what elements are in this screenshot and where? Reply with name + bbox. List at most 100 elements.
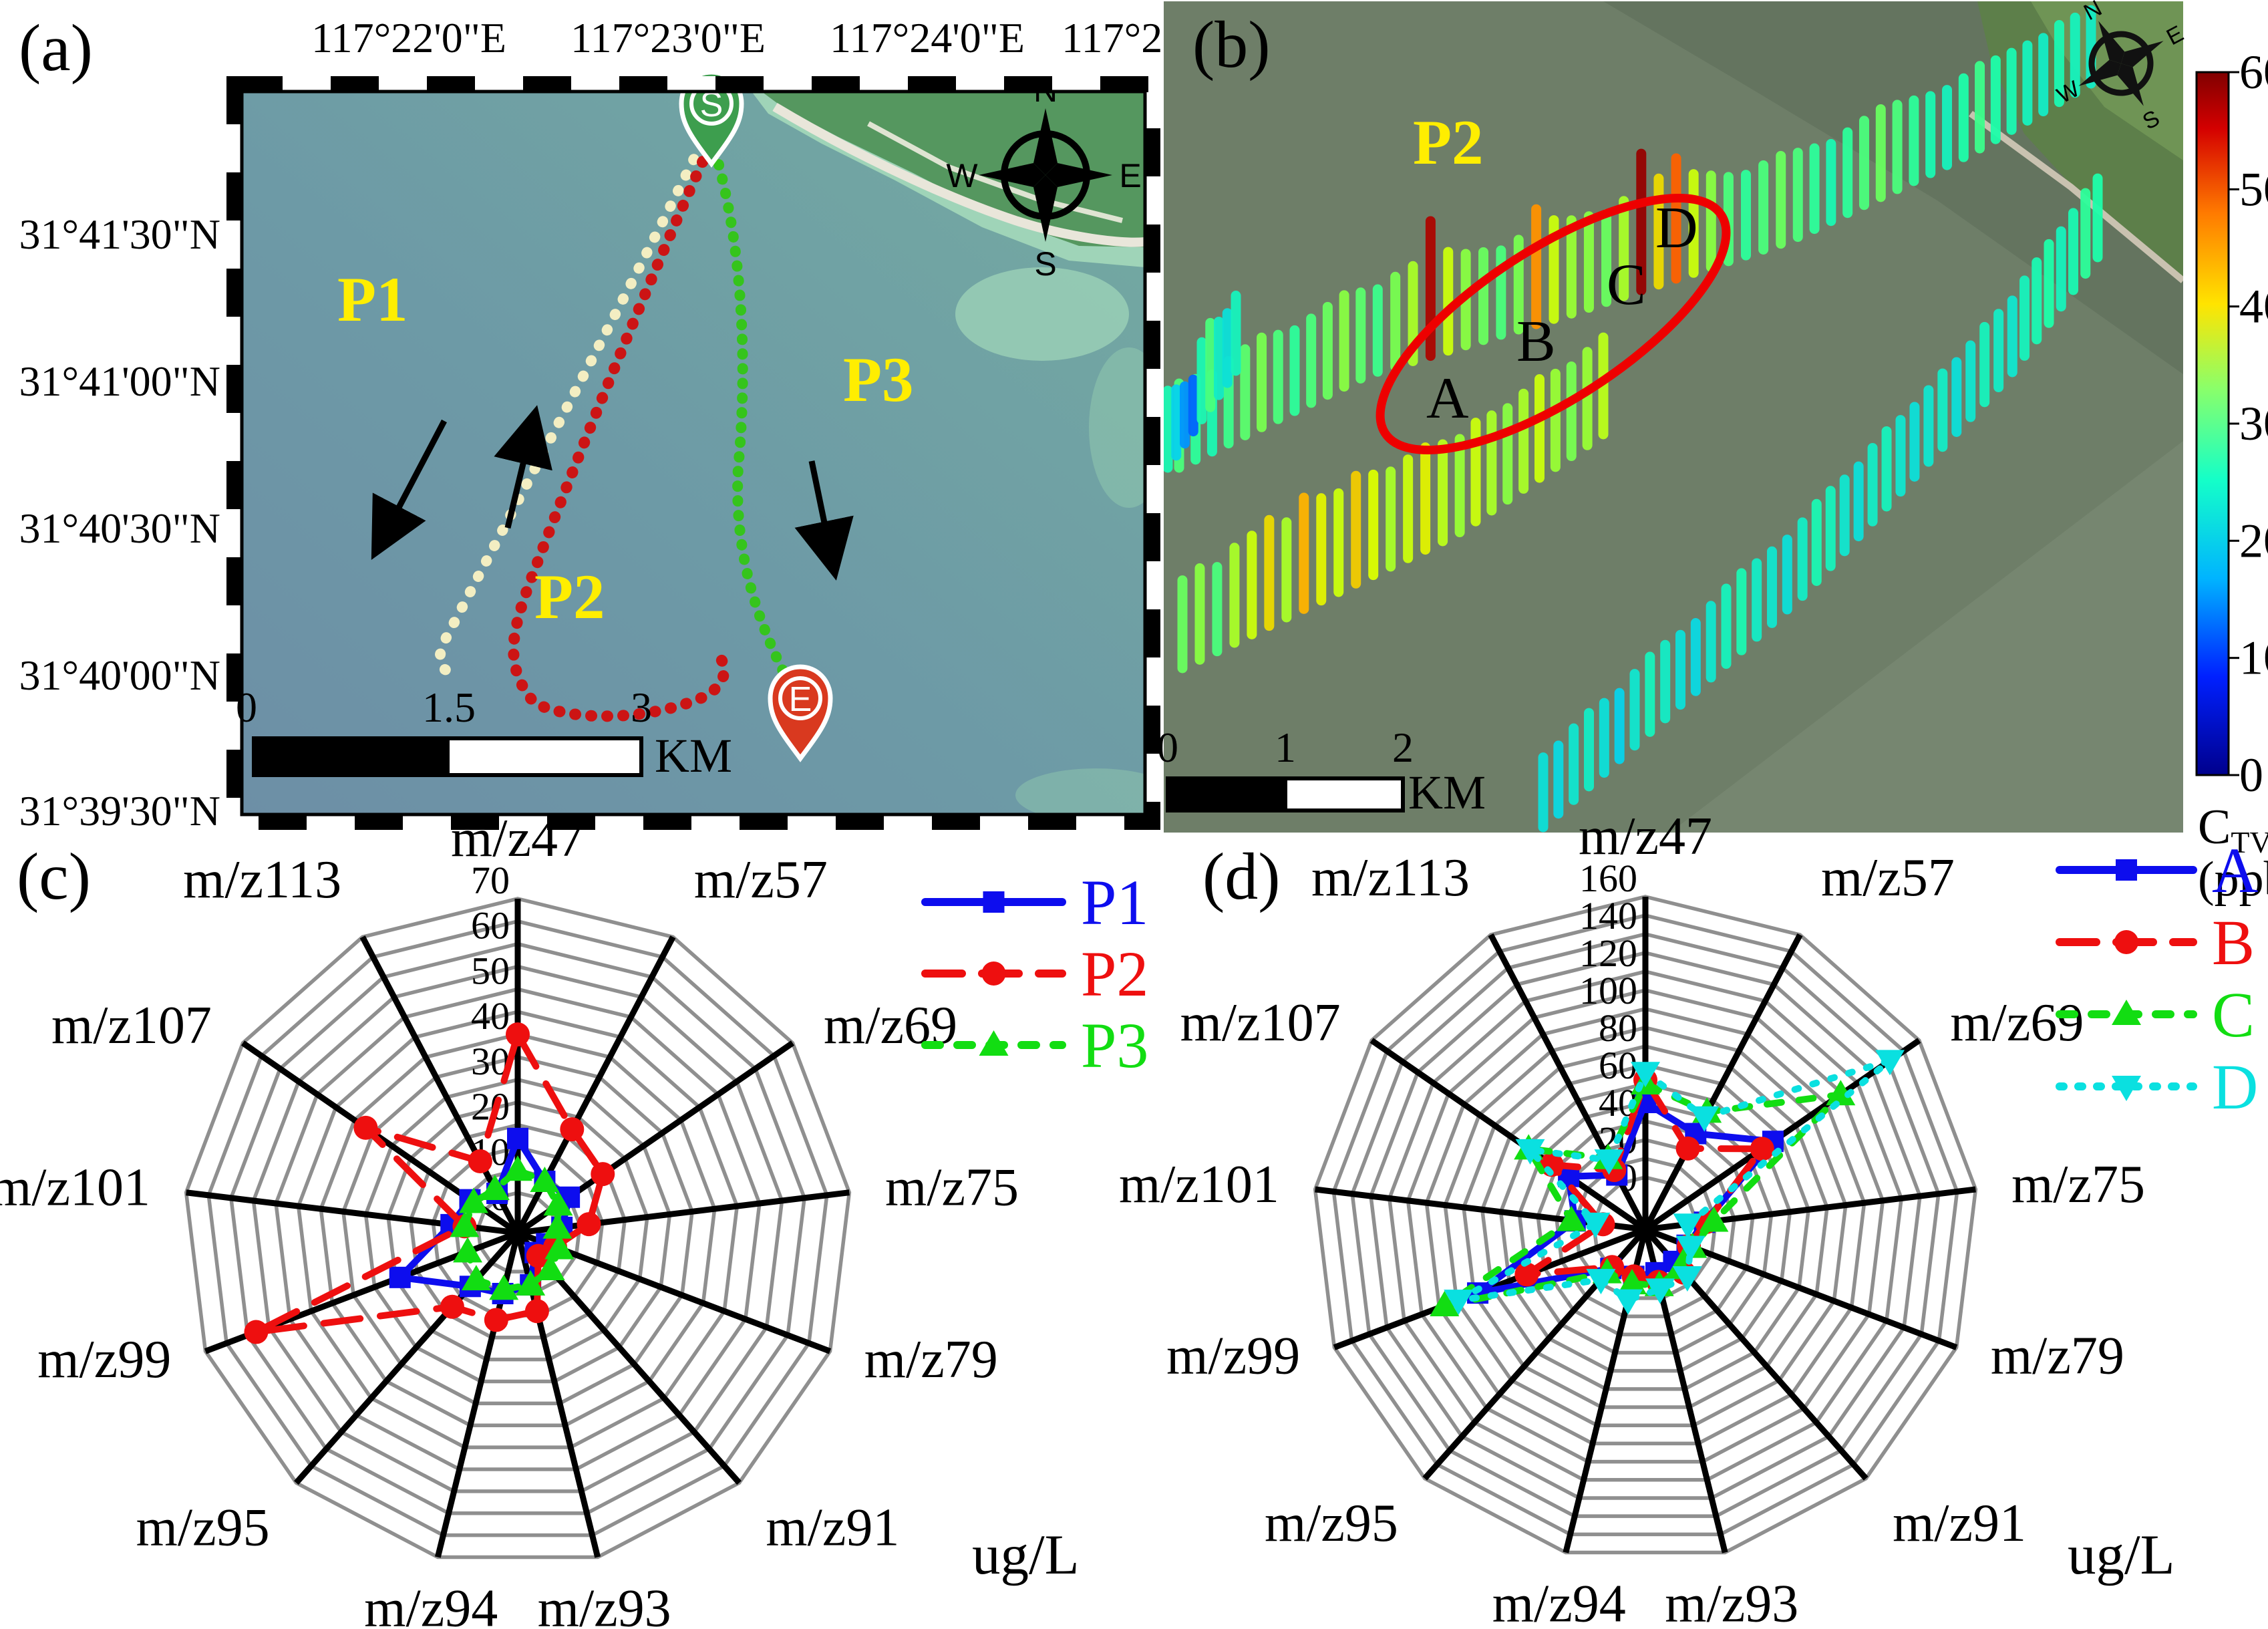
radar-series-C-marker [1430,1291,1460,1317]
panel-d-letter: (d) [1202,839,1281,913]
radar-category-label: m/z99 [37,1330,171,1389]
lat-tick: 31°40'30"N [19,504,220,552]
track-label-P1: P1 [337,264,408,335]
frame-zebra [226,76,1160,830]
radar-grid-ring [229,941,806,1515]
radar-category-label: m/z91 [1893,1494,2026,1553]
radar-category-label: m/z75 [885,1159,1019,1217]
radar-r-tick-label: 100 [1579,969,1637,1012]
radar-series-P2-marker [577,1212,601,1237]
colorbar-tick-label: 500 [2239,162,2268,216]
radar-category-label: m/z94 [1492,1574,1626,1629]
colorbar-gradient [2195,71,2230,776]
radar-category-label: m/z95 [1265,1494,1398,1553]
radar-series-P3-line [461,1166,563,1293]
frame-inner [240,90,1147,817]
radar-series-D-marker [1875,1050,1905,1076]
radar-series-P2-marker [440,1294,464,1319]
plume-label: P2 [1413,107,1484,178]
radar-grid-ring [1331,913,1959,1537]
radar-grid-ring [1388,970,1903,1482]
coast-road [772,102,1145,247]
legend-label-B: B [2212,907,2255,978]
radar-series-P2-marker [526,1243,550,1268]
scalebar-b-0: 0 [1157,724,1178,771]
colorbar-tick-label: 100 [2239,631,2268,685]
radar-series-P3-marker [516,1270,546,1296]
legend-label-A: A [2212,835,2258,906]
radar-chart-d: 020406080100120140160m/z47m/z57m/z69m/z7… [1119,807,2258,1629]
colorbar: 600 500 400 300 200 100 0 CTVOC (ppb) [2195,45,2268,907]
radar-series-B-marker [1675,1136,1700,1161]
radar-category-label: m/z107 [51,996,212,1055]
radar-grid-ring [206,919,829,1537]
radar-r-tick-label: 50 [471,949,510,992]
radar-series-C-marker [1826,1080,1856,1106]
radar-category-label: m/z95 [136,1499,270,1558]
radar-grid-ring [1350,932,1941,1518]
legend-marker-B [2114,930,2138,954]
shallow-patch [1089,347,1145,508]
radar-series-P3-marker [530,1167,560,1193]
radar-category-label: m/z101 [0,1159,150,1217]
radar-grid-ring [341,1055,694,1406]
radar-grid-ring [1480,1063,1811,1391]
radar-r-tick-label: 70 [471,859,510,902]
radar-category-label: m/z91 [766,1499,899,1558]
radar-series-P2-marker [560,1117,585,1142]
panel-b-map: (b) P2 A B C D 0 1 2 KM N S W E [1157,0,2188,833]
radar-category-label: m/z47 [1579,807,1712,866]
radar-category-label: m/z94 [364,1579,498,1629]
arrow-P3 [794,460,854,581]
scalebar-b-unit: KM [1408,766,1486,819]
radar-series-P2-marker [591,1162,615,1187]
radar-grid-ring [1424,1007,1867,1446]
radar-category-label: m/z57 [694,851,828,909]
end-pin-letter: E [789,680,812,719]
colorbar-title: CTVOC [2198,800,2268,859]
radar-series-D-marker [1645,1278,1675,1304]
radar-series-P2-marker [524,1299,549,1324]
radar-series-D-marker [1631,1062,1660,1088]
radar-series-B-marker [1514,1262,1539,1287]
track-label-P2: P2 [534,561,605,632]
legend-marker-P2 [981,961,1006,986]
legend-marker-D [2112,1076,2141,1101]
radar-axis-spoke [1369,1038,1647,1232]
scalebar-b-2: 2 [1392,724,1414,771]
radar-series-C-marker [1699,1206,1729,1232]
radar-series-P3-marker [450,1211,480,1237]
point-label-B: B [1516,309,1556,374]
colorbar-tick-label: 300 [2239,397,2268,450]
radar-axis-spoke [1643,933,1803,1231]
scalebar-a [252,736,643,777]
radar-grid-ring [296,1010,740,1449]
legend-label-D: D [2212,1051,2258,1123]
radar-category-label: m/z113 [1311,849,1470,907]
radar-chart-c: 010203040506070m/z47m/z57m/z69m/z75m/z79… [0,809,1148,1629]
radar-r-tick-label: 60 [1599,1044,1637,1087]
shoreline-b [1969,110,2183,283]
scalebar-b [1166,776,1405,812]
radar-series-P3-marker [489,1274,519,1300]
radar-category-label: m/z113 [183,851,341,909]
scalebar-a-unit: KM [655,729,732,782]
radar-series-P2-marker [484,1308,508,1332]
legend-marker-A [2116,859,2137,881]
lat-tick: 31°40'00"N [19,651,220,699]
radar-r-tick-label: 60 [471,904,510,947]
lat-tick: 31°39'30"N [19,787,220,835]
radar-category-label: m/z69 [1950,994,2084,1052]
radar-series-P1-marker [507,1127,528,1149]
point-label-C: C [1607,253,1646,317]
radar-series-D-marker [1586,1269,1616,1295]
radar-series-P1-marker [389,1266,411,1288]
radar-category-label: m/z57 [1821,849,1955,907]
radar-grid-ring [319,1032,717,1427]
point-label-A: A [1426,366,1469,431]
legend-label-P1: P1 [1081,867,1148,938]
legend-marker-C [2112,1000,2141,1025]
radar-grid-ring [251,964,784,1493]
legend-marker-P1 [983,891,1005,913]
